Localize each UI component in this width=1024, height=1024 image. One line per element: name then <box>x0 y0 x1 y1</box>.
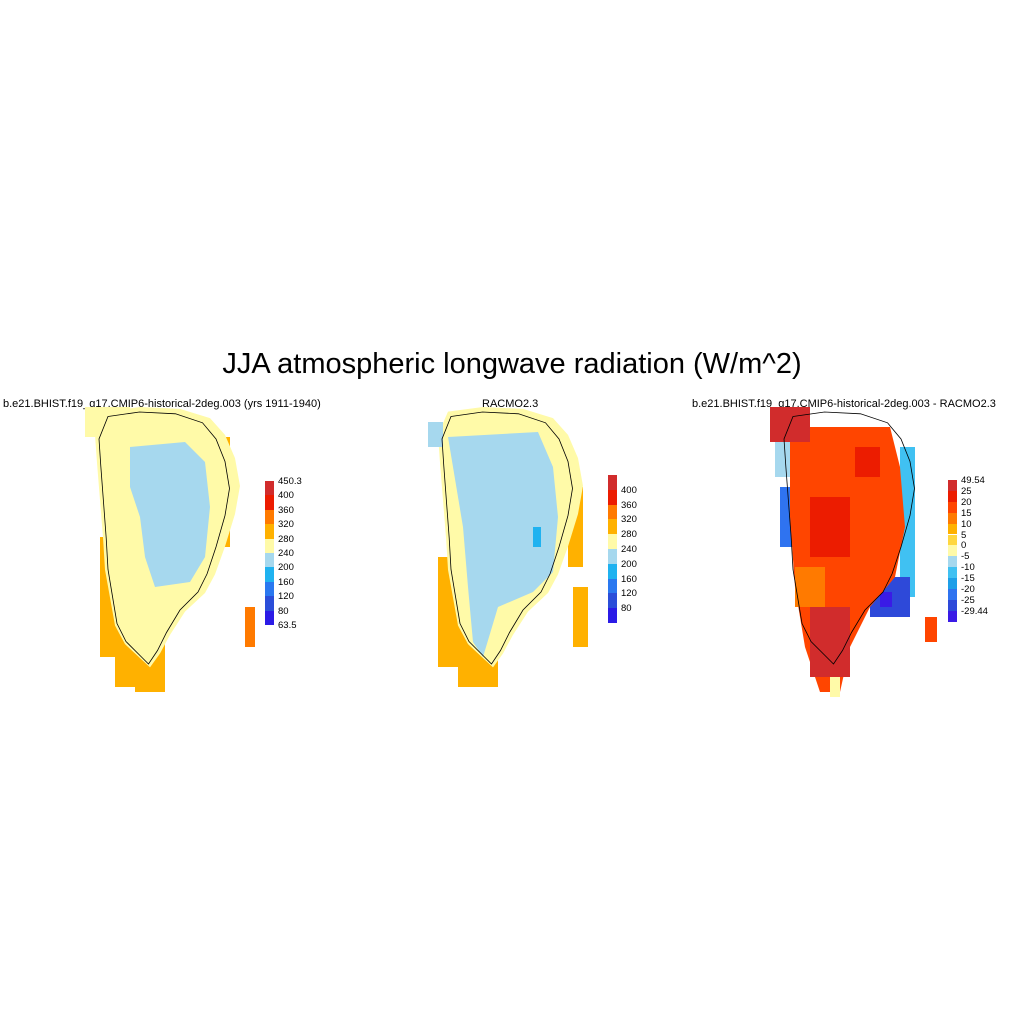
colorbar-swatch <box>265 581 274 597</box>
colorbar-label: -15 <box>961 573 975 585</box>
grid-cell <box>795 567 825 607</box>
colorbar-label: 320 <box>621 514 637 526</box>
colorbar-swatch <box>608 593 617 609</box>
colorbar-label: 280 <box>621 529 637 541</box>
colorbar-label: -20 <box>961 584 975 595</box>
colorbar-swatch <box>608 489 617 505</box>
colorbar-label: 160 <box>278 576 294 588</box>
map-obs-patch <box>533 527 541 547</box>
colorbar-label: 360 <box>621 499 637 511</box>
map-diff-coastline <box>783 411 915 665</box>
map-obs-coastline <box>441 411 573 665</box>
colorbar-swatch <box>265 553 274 568</box>
colorbar-swatch <box>608 578 617 594</box>
colorbar-swatch <box>948 599 957 611</box>
colorbar-label: 320 <box>278 519 294 531</box>
colorbar-swatch <box>948 512 957 524</box>
colorbar-swatch <box>608 475 617 490</box>
panel-title-obs: RACMO2.3 <box>482 398 539 410</box>
colorbar-swatch <box>948 578 957 589</box>
colorbar-swatch <box>608 608 617 623</box>
colorbar-label: 25 <box>961 485 972 497</box>
colorbar-swatch <box>948 490 957 502</box>
colorbar-label: 400 <box>621 484 637 496</box>
colorbar-label: -5 <box>961 551 970 563</box>
colorbar-label: 240 <box>621 544 637 555</box>
colorbar-swatch <box>265 596 274 611</box>
colorbar-label: 10 <box>961 518 972 530</box>
colorbar-swatch <box>608 519 617 535</box>
grid-cell <box>810 497 850 557</box>
colorbar-label: 120 <box>621 588 637 600</box>
colorbar-swatch <box>265 495 274 510</box>
colorbar-label: 5 <box>961 529 967 541</box>
grid-cell <box>830 677 840 697</box>
colorbar-label: -25 <box>961 594 975 606</box>
colorbar-label: 63.5 <box>278 620 297 631</box>
colorbar-swatch <box>608 563 617 579</box>
colorbar-swatch <box>948 545 957 557</box>
colorbar-label: -10 <box>961 562 975 574</box>
colorbar-label: 400 <box>278 490 294 502</box>
colorbar-swatch <box>608 504 617 520</box>
colorbar-swatch <box>265 524 274 539</box>
colorbar-swatch <box>608 534 617 549</box>
main-title: JJA atmospheric longwave radiation (W/m^… <box>222 348 802 380</box>
panel-title-model: b.e21.BHIST.f19_g17.CMIP6-historical-2de… <box>3 398 321 410</box>
grid-cell <box>925 617 937 642</box>
colorbar-swatch <box>948 523 957 535</box>
colorbar-swatch <box>948 589 957 600</box>
map-model-interior <box>130 442 210 587</box>
grid-cell <box>880 592 892 607</box>
colorbar-swatch <box>265 567 274 582</box>
colorbar-label: 240 <box>278 548 294 559</box>
colorbar-swatch <box>608 549 617 564</box>
colorbar-swatch <box>948 534 957 546</box>
map-diff-field <box>770 407 937 697</box>
colorbar-swatch <box>265 538 274 553</box>
colorbar-label: 15 <box>961 507 972 519</box>
colorbar-label: 200 <box>278 562 294 574</box>
grid-cell <box>573 587 588 647</box>
colorbar-label: -29.44 <box>961 605 988 617</box>
map-model-coastline <box>98 411 230 665</box>
colorbar-label: 280 <box>278 533 294 545</box>
colorbar-label: 120 <box>278 591 294 603</box>
grid-cell <box>245 607 255 647</box>
map-obs-field <box>428 407 588 687</box>
grid-cell <box>428 422 443 447</box>
colorbar-swatch <box>948 501 957 513</box>
colorbar-swatch <box>948 480 957 491</box>
colorbar-label: 0 <box>961 540 967 552</box>
colorbar-swatch <box>265 509 274 525</box>
grid-cell <box>85 407 130 437</box>
colorbar-label: 200 <box>621 558 637 570</box>
grid-cell <box>855 447 880 477</box>
colorbar-label: 80 <box>278 605 289 617</box>
colorbar-label: 360 <box>278 504 294 516</box>
colorbar-swatch <box>265 481 274 496</box>
map-model-field <box>85 407 255 692</box>
colorbar-swatch <box>948 556 957 568</box>
colorbar-label: 80 <box>621 603 632 615</box>
colorbar-label: 450.3 <box>278 476 302 487</box>
grid-cell <box>900 447 915 597</box>
colorbar-label: 49.54 <box>961 475 985 486</box>
map-obs-interior <box>448 432 558 657</box>
colorbar-label: 160 <box>621 573 637 585</box>
colorbar-swatch <box>948 567 957 579</box>
colorbar-swatch <box>265 610 274 625</box>
colorbar-label: 20 <box>961 496 972 508</box>
colorbar-swatch <box>948 610 957 622</box>
panel-title-diff: b.e21.BHIST.f19_g17.CMIP6-historical-2de… <box>692 398 996 410</box>
map-panel-model <box>85 407 937 697</box>
grid-cell <box>810 607 850 677</box>
